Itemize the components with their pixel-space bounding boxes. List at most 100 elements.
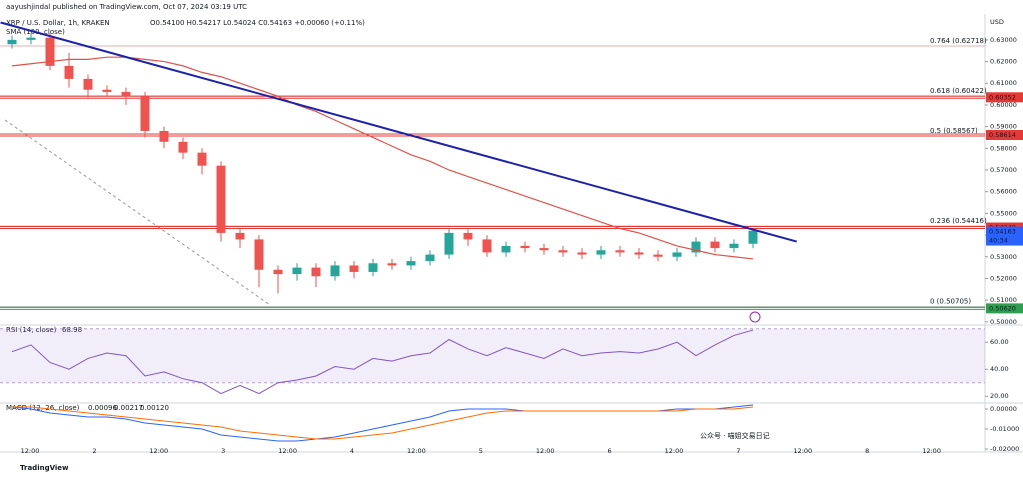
y-tick-label: 0.51000 [990, 296, 1017, 304]
candle-body [596, 250, 606, 255]
x-tick-label: 12:00 [21, 447, 40, 455]
level-tag [986, 303, 1023, 314]
y-tick-label: 0.55000 [990, 209, 1017, 217]
fib-label: 0.236 (0.54416) [930, 217, 987, 225]
macd-reading: 0.00096 [88, 404, 117, 412]
symbol: XRP / U.S. Dollar, 1h, KRAKEN [6, 19, 110, 27]
event-icon [749, 311, 761, 323]
y-tick-label: -0.01000 [990, 425, 1019, 433]
x-tick-label: 12:00 [407, 447, 426, 455]
publisher: aayushjindal published on TradingView.co… [6, 3, 247, 11]
candle-body [140, 96, 150, 131]
candle-body [634, 252, 644, 255]
y-tick-label: 0.52000 [990, 274, 1017, 282]
fib-label: 0.618 (0.60422) [930, 87, 987, 95]
candle-body [672, 252, 682, 257]
x-tick-label: 8 [865, 447, 869, 455]
x-tick-label: 12:00 [278, 447, 297, 455]
macd-reading: 0.00217 [114, 404, 143, 412]
candle-body [121, 91, 131, 97]
y-tick-label: 0.60000 [990, 101, 1017, 109]
sma-line [11, 56, 754, 260]
brand: TradingView [20, 464, 69, 472]
candle-body [748, 230, 758, 244]
candle-body [64, 65, 74, 79]
rsi-reading: 68.98 [62, 326, 82, 334]
y-tick-label: 0.63000 [990, 36, 1017, 44]
candle-body [729, 243, 739, 249]
y-tick-label: 0.56000 [990, 188, 1017, 196]
indicator-line [11, 329, 754, 395]
candle-body [178, 141, 188, 153]
x-tick-label: 12:00 [922, 447, 941, 455]
level-tag [986, 92, 1023, 103]
candle-body [577, 252, 587, 255]
macd-reading: 0.00120 [140, 404, 169, 412]
candle-body [159, 130, 169, 142]
candle-body [368, 263, 378, 272]
y-tick-label: 20.00 [990, 392, 1009, 400]
x-tick-label: 12:00 [793, 447, 812, 455]
candle-body [710, 241, 720, 249]
candle-body [330, 265, 340, 277]
x-tick-label: 2 [92, 447, 96, 455]
candle-body [558, 250, 568, 253]
candle-body [482, 239, 492, 253]
candle-body [691, 241, 701, 253]
candle-body [45, 37, 55, 66]
last-price: 0.54163 [989, 228, 1016, 236]
candle-body [425, 254, 435, 262]
level-label: 0.60352 [989, 93, 1016, 101]
candle-body [311, 267, 321, 277]
y-tick-label: 0.53000 [990, 253, 1017, 261]
fib-label: 0.5 (0.58567) [930, 127, 978, 135]
candle-body [501, 245, 511, 253]
x-tick-label: 12:00 [536, 447, 555, 455]
candle-body [349, 265, 359, 272]
candle-body [102, 89, 112, 92]
candle-body [273, 269, 283, 275]
candle-body [653, 254, 663, 257]
candle-body [615, 250, 625, 253]
y-tick-label: -0.02000 [990, 445, 1019, 453]
watermark: 公众号 · 喵姐交易日记 [700, 431, 770, 440]
rsi-band [0, 328, 985, 383]
level-label: 0.50620 [989, 304, 1016, 312]
x-tick-label: 12:00 [149, 447, 168, 455]
y-tick-label: 0.57000 [990, 166, 1017, 174]
candle-body [292, 267, 302, 275]
candle-body [197, 152, 207, 166]
y-tick-label: 60.00 [990, 338, 1009, 346]
trendline [0, 21, 797, 243]
indicator-line [12, 406, 754, 440]
candle-body [235, 232, 245, 240]
candle-body [539, 248, 549, 251]
candle-body [83, 78, 93, 90]
x-tick-label: 4 [350, 447, 354, 455]
countdown: 40:34 [989, 237, 1008, 245]
y-tick-label: 0.59000 [990, 123, 1017, 131]
last-price-tag [986, 226, 1023, 246]
candle-body [520, 245, 530, 249]
rsi-title: RSI (14, close) [6, 326, 57, 334]
candle-body [254, 239, 264, 270]
level-label: 0.58614 [989, 131, 1016, 139]
x-tick-label: 3 [221, 447, 225, 455]
y-tick-label: 40.00 [990, 365, 1009, 373]
currency: USD [990, 18, 1004, 26]
candle-body [216, 165, 226, 233]
y-tick-label: 0.50000 [990, 318, 1017, 326]
x-tick-label: 12:00 [665, 447, 684, 455]
x-tick-label: 7 [736, 447, 740, 455]
candle-body [406, 261, 416, 266]
y-tick-label: 0.58000 [990, 144, 1017, 152]
candle-body [387, 263, 397, 266]
x-tick-label: 6 [608, 447, 612, 455]
y-tick-label: 0.62000 [990, 58, 1017, 66]
fib-label: 0 (0.50705) [930, 298, 971, 306]
x-tick-label: 5 [479, 447, 483, 455]
y-tick-label: 0.00000 [990, 405, 1017, 413]
candle-body [7, 39, 17, 45]
